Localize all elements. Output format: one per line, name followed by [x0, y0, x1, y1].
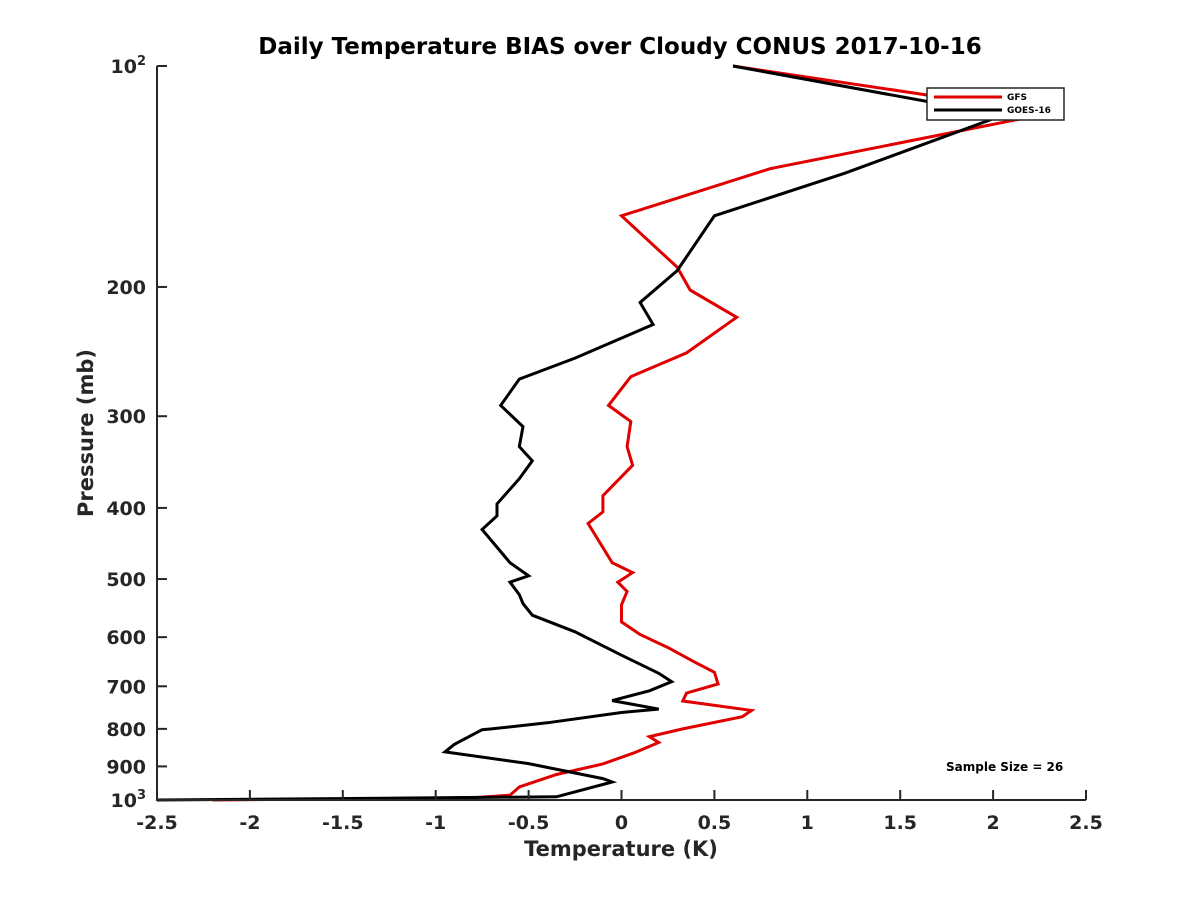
y-tick-label: 500 — [106, 569, 146, 591]
x-axis-label: Temperature (K) — [524, 837, 718, 861]
y-tick-label: 103 — [111, 788, 147, 812]
y-tick-label: 600 — [106, 627, 146, 649]
x-tick-label: -0.5 — [508, 812, 550, 834]
legend: GFS GOES-16 — [926, 87, 1065, 121]
legend-label-gfs: GFS — [1007, 93, 1027, 103]
x-tick-label: 1 — [801, 812, 814, 834]
x-tick-label: -1.5 — [322, 812, 364, 834]
y-tick-label: 400 — [106, 498, 146, 520]
plot-area: -2.5 -2 -1.5 -1 -0.5 0 0.5 1 1.5 2 2.5 1 0 2 200 300 40… — [106, 54, 1103, 834]
x-tick-label: -1 — [425, 812, 446, 834]
y-axis-label: Pressure (mb) — [74, 349, 98, 517]
legend-label-goes16: GOES-16 — [1007, 106, 1051, 116]
y-tick-label: 900 — [106, 756, 146, 778]
legend-box — [926, 87, 1065, 121]
x-tick-label: 2 — [986, 812, 999, 834]
x-tick-label: -2 — [239, 812, 260, 834]
x-tick-label: 2.5 — [1069, 812, 1103, 834]
series-line-goes16 — [156, 64, 998, 802]
y-tick-label: 800 — [106, 719, 146, 741]
x-tick-label: 1.5 — [883, 812, 917, 834]
y-tick-label: 300 — [106, 406, 146, 428]
x-tick-label: 0.5 — [698, 812, 732, 834]
x-axis-ticks: -2.5 -2 -1.5 -1 -0.5 0 0.5 1 1.5 2 2.5 — [136, 790, 1103, 834]
chart-title: Daily Temperature BIAS over Cloudy CONUS… — [258, 34, 981, 60]
series-line-gfs — [212, 64, 1027, 802]
x-tick-label: 0 — [615, 812, 628, 834]
y-tick-label: 200 — [106, 277, 146, 299]
x-tick-label: -2.5 — [136, 812, 178, 834]
y-tick-label: 700 — [106, 676, 146, 698]
series-layer — [156, 64, 1027, 802]
sample-size-annotation: Sample Size = 26 — [946, 760, 1063, 774]
